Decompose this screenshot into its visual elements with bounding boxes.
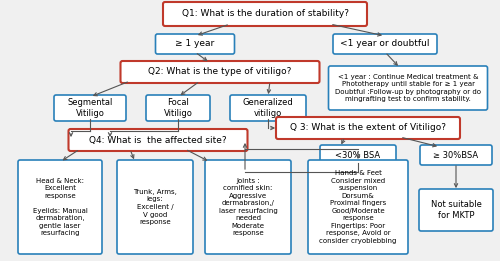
FancyBboxPatch shape: [328, 66, 488, 110]
FancyBboxPatch shape: [54, 95, 126, 121]
Text: Hands & Feet
Consider mixed
suspension
Dorsum&
Proximal fingers
Good/Moderate
re: Hands & Feet Consider mixed suspension D…: [320, 170, 396, 244]
Text: Q4: What is  the affected site?: Q4: What is the affected site?: [89, 135, 227, 145]
FancyBboxPatch shape: [320, 145, 396, 165]
FancyBboxPatch shape: [419, 189, 493, 231]
Text: ≥ 30%BSA: ≥ 30%BSA: [434, 151, 478, 159]
Text: Q 3: What is the extent of Vitiligo?: Q 3: What is the extent of Vitiligo?: [290, 123, 446, 133]
FancyBboxPatch shape: [146, 95, 210, 121]
FancyBboxPatch shape: [333, 34, 437, 54]
FancyBboxPatch shape: [68, 129, 248, 151]
Text: Q2: What is the type of vitiligo?: Q2: What is the type of vitiligo?: [148, 68, 292, 76]
Text: ≥ 1 year: ≥ 1 year: [176, 39, 214, 49]
FancyBboxPatch shape: [205, 160, 291, 254]
Text: Joints :
cornified skin:
Aggressive
dermabrasion,/
laser resurfacing
needed
Mode: Joints : cornified skin: Aggressive derm…: [218, 178, 278, 236]
Text: Focal
Vitiligo: Focal Vitiligo: [164, 98, 192, 118]
Text: Q1: What is the duration of stability?: Q1: What is the duration of stability?: [182, 9, 348, 19]
Text: Trunk, Arms,
legs:
Excellent /
V good
response: Trunk, Arms, legs: Excellent / V good re…: [133, 189, 177, 225]
FancyBboxPatch shape: [420, 145, 492, 165]
Text: Not suitable
for MKTP: Not suitable for MKTP: [430, 200, 482, 220]
FancyBboxPatch shape: [276, 117, 460, 139]
FancyBboxPatch shape: [230, 95, 306, 121]
Text: <1 year or doubtful: <1 year or doubtful: [340, 39, 430, 49]
Text: Head & Neck:
Excellent
response

Eyelids: Manual
dermabration,
gentle laser
resu: Head & Neck: Excellent response Eyelids:…: [32, 178, 88, 236]
Text: Generalized
vitiligo: Generalized vitiligo: [242, 98, 294, 118]
Text: <30% BSA: <30% BSA: [336, 151, 380, 159]
FancyBboxPatch shape: [308, 160, 408, 254]
Text: Segmental
Vitiligo: Segmental Vitiligo: [68, 98, 112, 118]
FancyBboxPatch shape: [117, 160, 193, 254]
FancyBboxPatch shape: [163, 2, 367, 26]
FancyBboxPatch shape: [120, 61, 320, 83]
FancyBboxPatch shape: [18, 160, 102, 254]
FancyBboxPatch shape: [156, 34, 234, 54]
Text: <1 year : Continue Medical treatment &
Phototherapy until stable for ≥ 1 year
Do: <1 year : Continue Medical treatment & P…: [335, 74, 481, 102]
